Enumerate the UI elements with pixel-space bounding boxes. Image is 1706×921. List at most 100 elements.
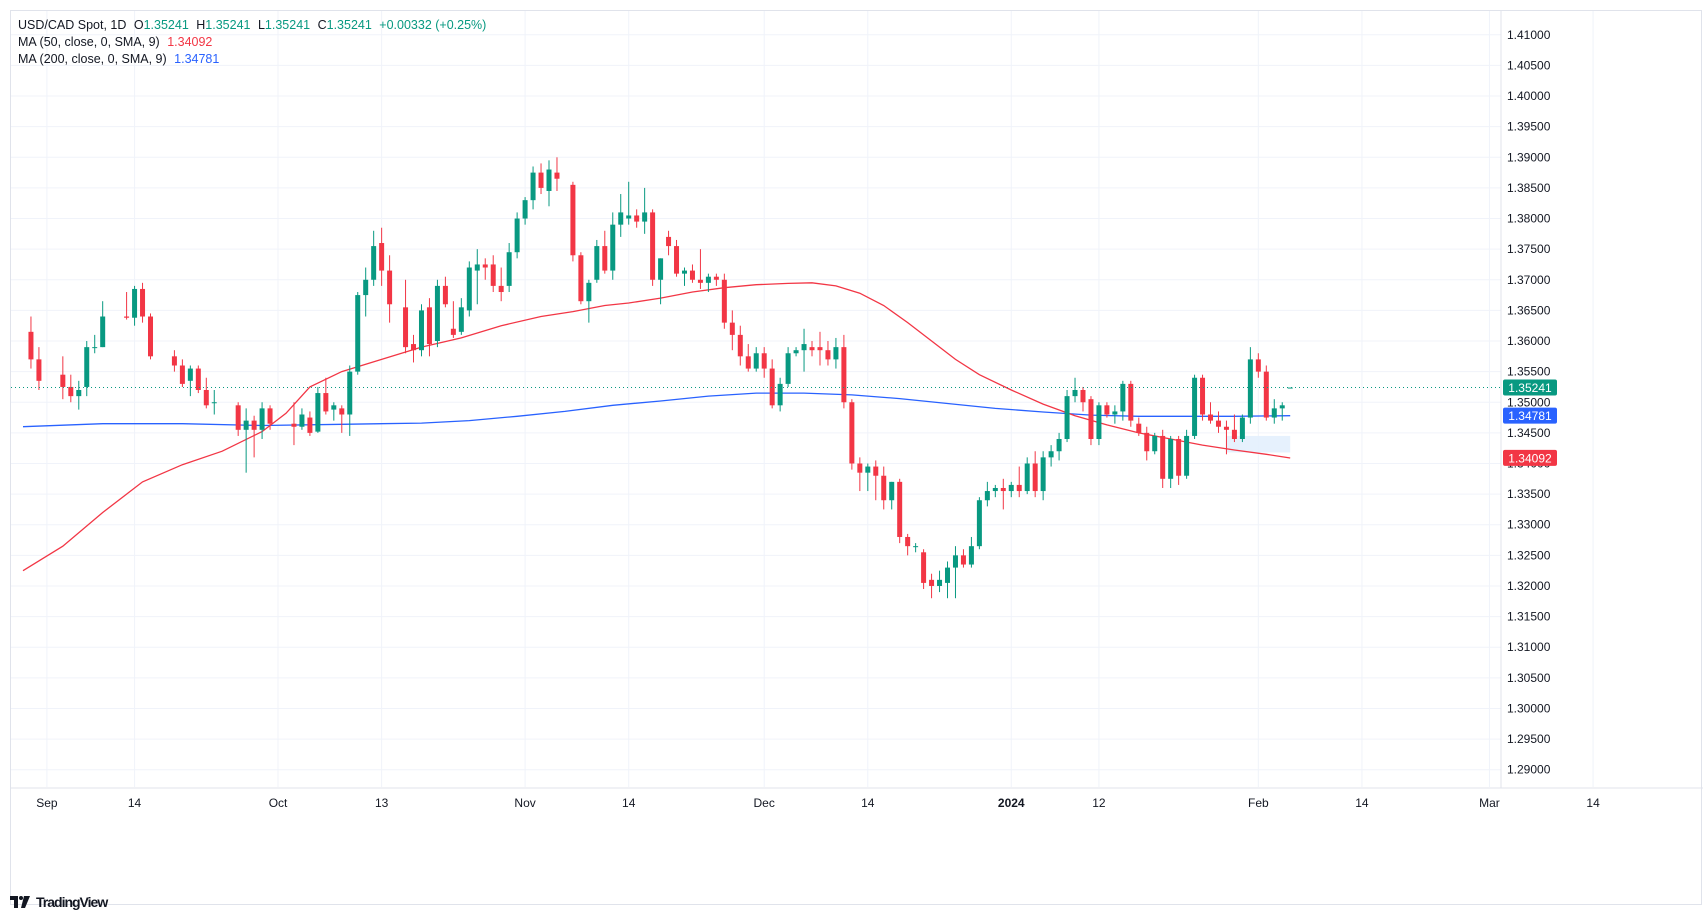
candle-body: [355, 295, 361, 372]
candle: [1008, 481, 1014, 498]
candle-body: [148, 316, 154, 357]
candle-body: [1215, 420, 1221, 427]
candle: [403, 279, 409, 354]
candle: [769, 359, 775, 409]
candle: [570, 181, 576, 262]
x-tick-label: 14: [128, 796, 142, 810]
candle-body: [952, 555, 958, 568]
candle: [235, 402, 241, 436]
candle-body: [737, 334, 743, 357]
candle: [873, 460, 879, 501]
candle: [642, 187, 648, 234]
candle: [506, 243, 512, 293]
candle-body: [1192, 377, 1198, 436]
candle: [100, 301, 106, 348]
candle: [889, 481, 895, 510]
y-tick-label: 1.35000: [1507, 395, 1551, 409]
candle-body: [889, 481, 895, 501]
candle: [530, 166, 536, 210]
candle: [1279, 402, 1285, 421]
candle-body: [1176, 438, 1182, 476]
candle-body: [697, 279, 703, 283]
time-axis[interactable]: Sep14Oct13Nov14Dec14202412Feb14Mar14Apr1…: [11, 787, 1703, 810]
candle: [960, 549, 966, 568]
candle: [363, 267, 369, 317]
candle: [1120, 380, 1126, 421]
candle-body: [1056, 438, 1062, 452]
change-value: +0.00332 (+0.25%): [379, 18, 487, 32]
candle-body: [825, 350, 831, 360]
candle-body: [458, 307, 464, 332]
candle: [618, 194, 624, 237]
candle: [554, 157, 560, 191]
y-tick-label: 1.31500: [1507, 610, 1551, 624]
candle-body: [705, 276, 711, 283]
x-tick-label: 14: [622, 796, 636, 810]
y-tick-label: 1.31000: [1507, 640, 1551, 654]
grid-lines: [11, 11, 1594, 787]
candles: [28, 157, 1293, 599]
candle: [945, 561, 951, 599]
candle: [721, 273, 727, 329]
candle-body: [1128, 383, 1134, 421]
candle-body: [881, 475, 887, 501]
legend-ma50-row[interactable]: MA (50, close, 0, SMA, 9) 1.34092: [18, 34, 490, 51]
y-tick-label: 1.29500: [1507, 732, 1551, 746]
candle-body: [745, 356, 751, 369]
candlestick-chart[interactable]: 1.41000 1.40500 1.40000 1.39500 1.39000 1.385…: [11, 11, 1703, 906]
candle: [1287, 387, 1293, 389]
candle-body: [291, 423, 297, 427]
candle: [761, 347, 767, 378]
candle: [411, 334, 417, 363]
candle-body: [849, 402, 855, 464]
legend-ma200-row[interactable]: MA (200, close, 0, SMA, 9) 1.34781: [18, 51, 490, 68]
candle: [450, 301, 456, 338]
candle-body: [1008, 484, 1014, 492]
candle-body: [761, 353, 767, 369]
y-tick-label: 1.33000: [1507, 518, 1551, 532]
candle: [913, 543, 919, 553]
y-tick-label: 1.32000: [1507, 579, 1551, 593]
candle: [315, 386, 321, 433]
candle: [124, 292, 130, 320]
candle-body: [339, 408, 345, 415]
candle-body: [857, 463, 863, 473]
candle-body: [793, 350, 799, 354]
candle-body: [1024, 463, 1030, 492]
close-label: C: [317, 18, 327, 32]
candle-body: [474, 264, 480, 271]
candle-body: [905, 536, 911, 547]
candle-body: [514, 218, 520, 253]
candle: [634, 209, 640, 228]
price-axis[interactable]: 1.41000 1.40500 1.40000 1.39500 1.39000 1.385…: [1500, 11, 1551, 788]
candle-body: [1088, 399, 1094, 439]
candle-body: [84, 347, 90, 387]
candle-body: [1032, 463, 1038, 492]
candle: [466, 261, 472, 317]
candle: [801, 328, 807, 372]
footer-branding[interactable]: TradingView: [10, 894, 108, 910]
candle-body: [251, 420, 257, 430]
candle: [60, 356, 66, 400]
candle-body: [530, 172, 536, 201]
candle-body: [538, 172, 544, 188]
candle-body: [140, 288, 146, 317]
candle: [578, 252, 584, 305]
candle: [817, 331, 823, 366]
candle: [713, 273, 719, 286]
candle-body: [729, 322, 735, 335]
legend-ohlc-row: USD/CAD Spot, 1D O1.35241 H1.35241 L1.35…: [18, 17, 490, 34]
symbol-title[interactable]: USD/CAD Spot, 1D: [18, 18, 127, 32]
chart-frame[interactable]: 1.41000 1.40500 1.40000 1.39500 1.39000 1.385…: [10, 10, 1703, 906]
candle-body: [1239, 417, 1245, 439]
candle-body: [315, 393, 321, 432]
candle: [666, 230, 672, 256]
candle: [546, 160, 552, 207]
last-price-badge-bg: [1503, 379, 1557, 396]
y-tick-label: 1.34500: [1507, 426, 1551, 440]
candle: [984, 481, 990, 507]
y-tick-label: 1.36000: [1507, 334, 1551, 348]
candle: [833, 337, 839, 369]
candle-body: [203, 390, 209, 406]
candle: [1160, 429, 1166, 488]
